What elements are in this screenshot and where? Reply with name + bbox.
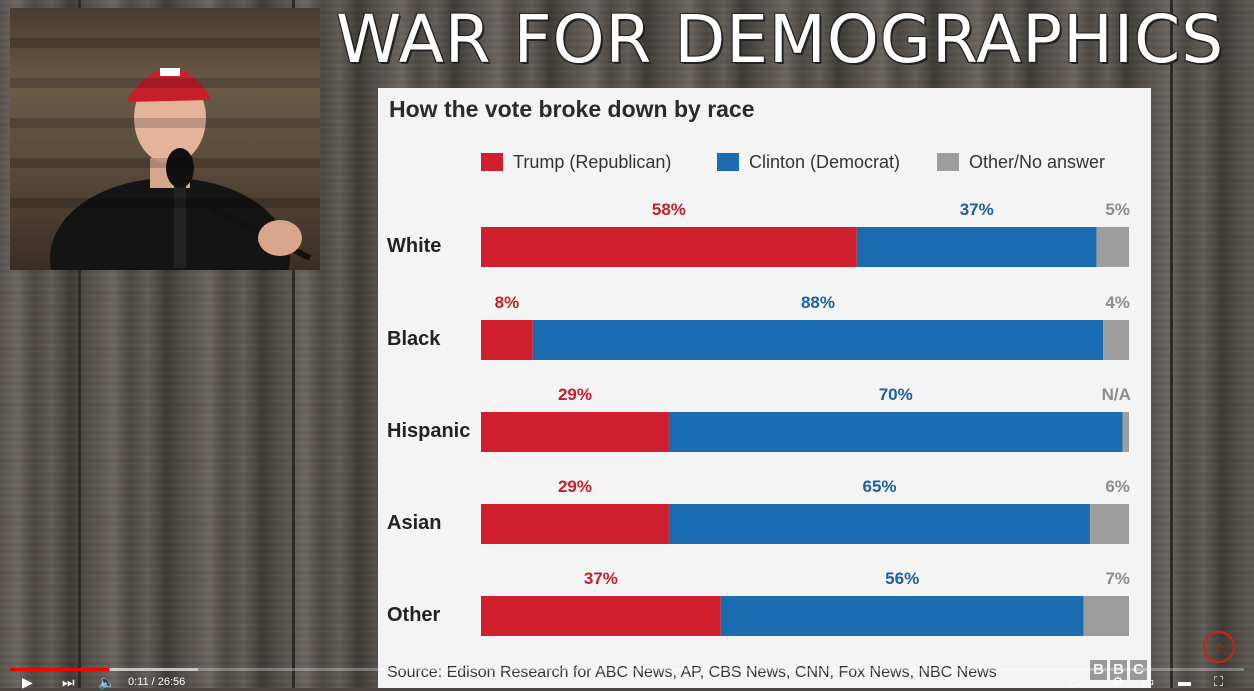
chart-source: Source: Edison Research for ABC News, AP…: [387, 664, 997, 681]
bar-segment: [1096, 227, 1129, 267]
progress-track[interactable]: [10, 668, 1244, 671]
category-label: Black: [387, 328, 441, 350]
legend-label: Other/No answer: [969, 151, 1106, 172]
data-label: 29%: [557, 477, 592, 496]
category-label: Asian: [387, 512, 442, 534]
legend-label: Clinton (Democrat): [749, 151, 901, 172]
data-label: 29%: [557, 385, 592, 404]
bar-segment: [1103, 320, 1129, 360]
progress-buffer: [110, 668, 198, 671]
webcam-feed: [10, 8, 320, 270]
plank-seam: [78, 0, 81, 688]
time-display: 0:11 / 26:56: [128, 676, 186, 688]
channel-watermark-icon[interactable]: ⌂: [1203, 631, 1235, 663]
data-label: 37%: [583, 569, 618, 588]
plank-seam: [292, 0, 295, 688]
category-label: Other: [387, 604, 441, 626]
data-label: 56%: [885, 569, 920, 588]
bar-segment: [481, 412, 669, 452]
plank-seam: [1170, 0, 1173, 688]
bar-segment: [856, 227, 1097, 267]
category-label: Hispanic: [387, 420, 471, 442]
bar-segment: [668, 412, 1123, 452]
play-icon[interactable]: ▶: [22, 674, 33, 690]
data-label: 65%: [862, 477, 897, 496]
bar-segment: [1122, 412, 1129, 452]
theater-mode-icon[interactable]: ▬: [1178, 674, 1191, 689]
bar-segment: [481, 596, 721, 636]
data-label: 37%: [959, 200, 994, 219]
data-label: 8%: [494, 293, 520, 312]
progress-played: [10, 668, 109, 671]
data-label: 88%: [800, 293, 835, 312]
bar-segment: [720, 596, 1084, 636]
legend-swatch: [481, 153, 503, 171]
bar-segment: [481, 504, 669, 544]
data-label: 58%: [651, 200, 686, 219]
legend-swatch: [717, 153, 739, 171]
data-label: 70%: [878, 385, 913, 404]
bar-segment: [481, 227, 857, 267]
legend-swatch: [937, 153, 959, 171]
bar-segment: [1083, 596, 1129, 636]
volume-icon[interactable]: 🔈: [98, 674, 116, 690]
data-label: 6%: [1105, 477, 1130, 496]
category-label: White: [387, 235, 442, 257]
fullscreen-icon[interactable]: ⛶: [1214, 674, 1224, 689]
vote-chart: How the vote broke down by race Trump (R…: [378, 88, 1151, 688]
legend-label: Trump (Republican): [513, 151, 672, 172]
data-label: 4%: [1105, 293, 1130, 312]
bar-segment: [532, 320, 1104, 360]
video-title-overlay: WAR FOR DEMOGRAPHICS: [336, 1, 1225, 78]
bar-segment: [668, 504, 1091, 544]
bar-segment: [481, 320, 533, 360]
chart-title: How the vote broke down by race: [389, 96, 755, 122]
data-label: N/A: [1101, 385, 1131, 404]
miniplayer-icon[interactable]: ▭: [1142, 674, 1155, 689]
settings-icon[interactable]: ⚙: [1112, 674, 1124, 689]
bar-segment: [1090, 504, 1129, 544]
legend-trump: Trump (Republican): [481, 152, 671, 172]
presenter-image: [50, 67, 312, 270]
chart-bars: [481, 227, 1129, 636]
autoplay-toggle-icon[interactable]: ⬭: [1070, 676, 1081, 690]
legend-clinton: Clinton (Democrat): [717, 152, 900, 172]
data-label: 7%: [1105, 569, 1130, 588]
data-label: 5%: [1105, 200, 1130, 219]
next-icon[interactable]: ⏭: [62, 674, 75, 690]
legend-other: Other/No answer: [937, 152, 1105, 172]
